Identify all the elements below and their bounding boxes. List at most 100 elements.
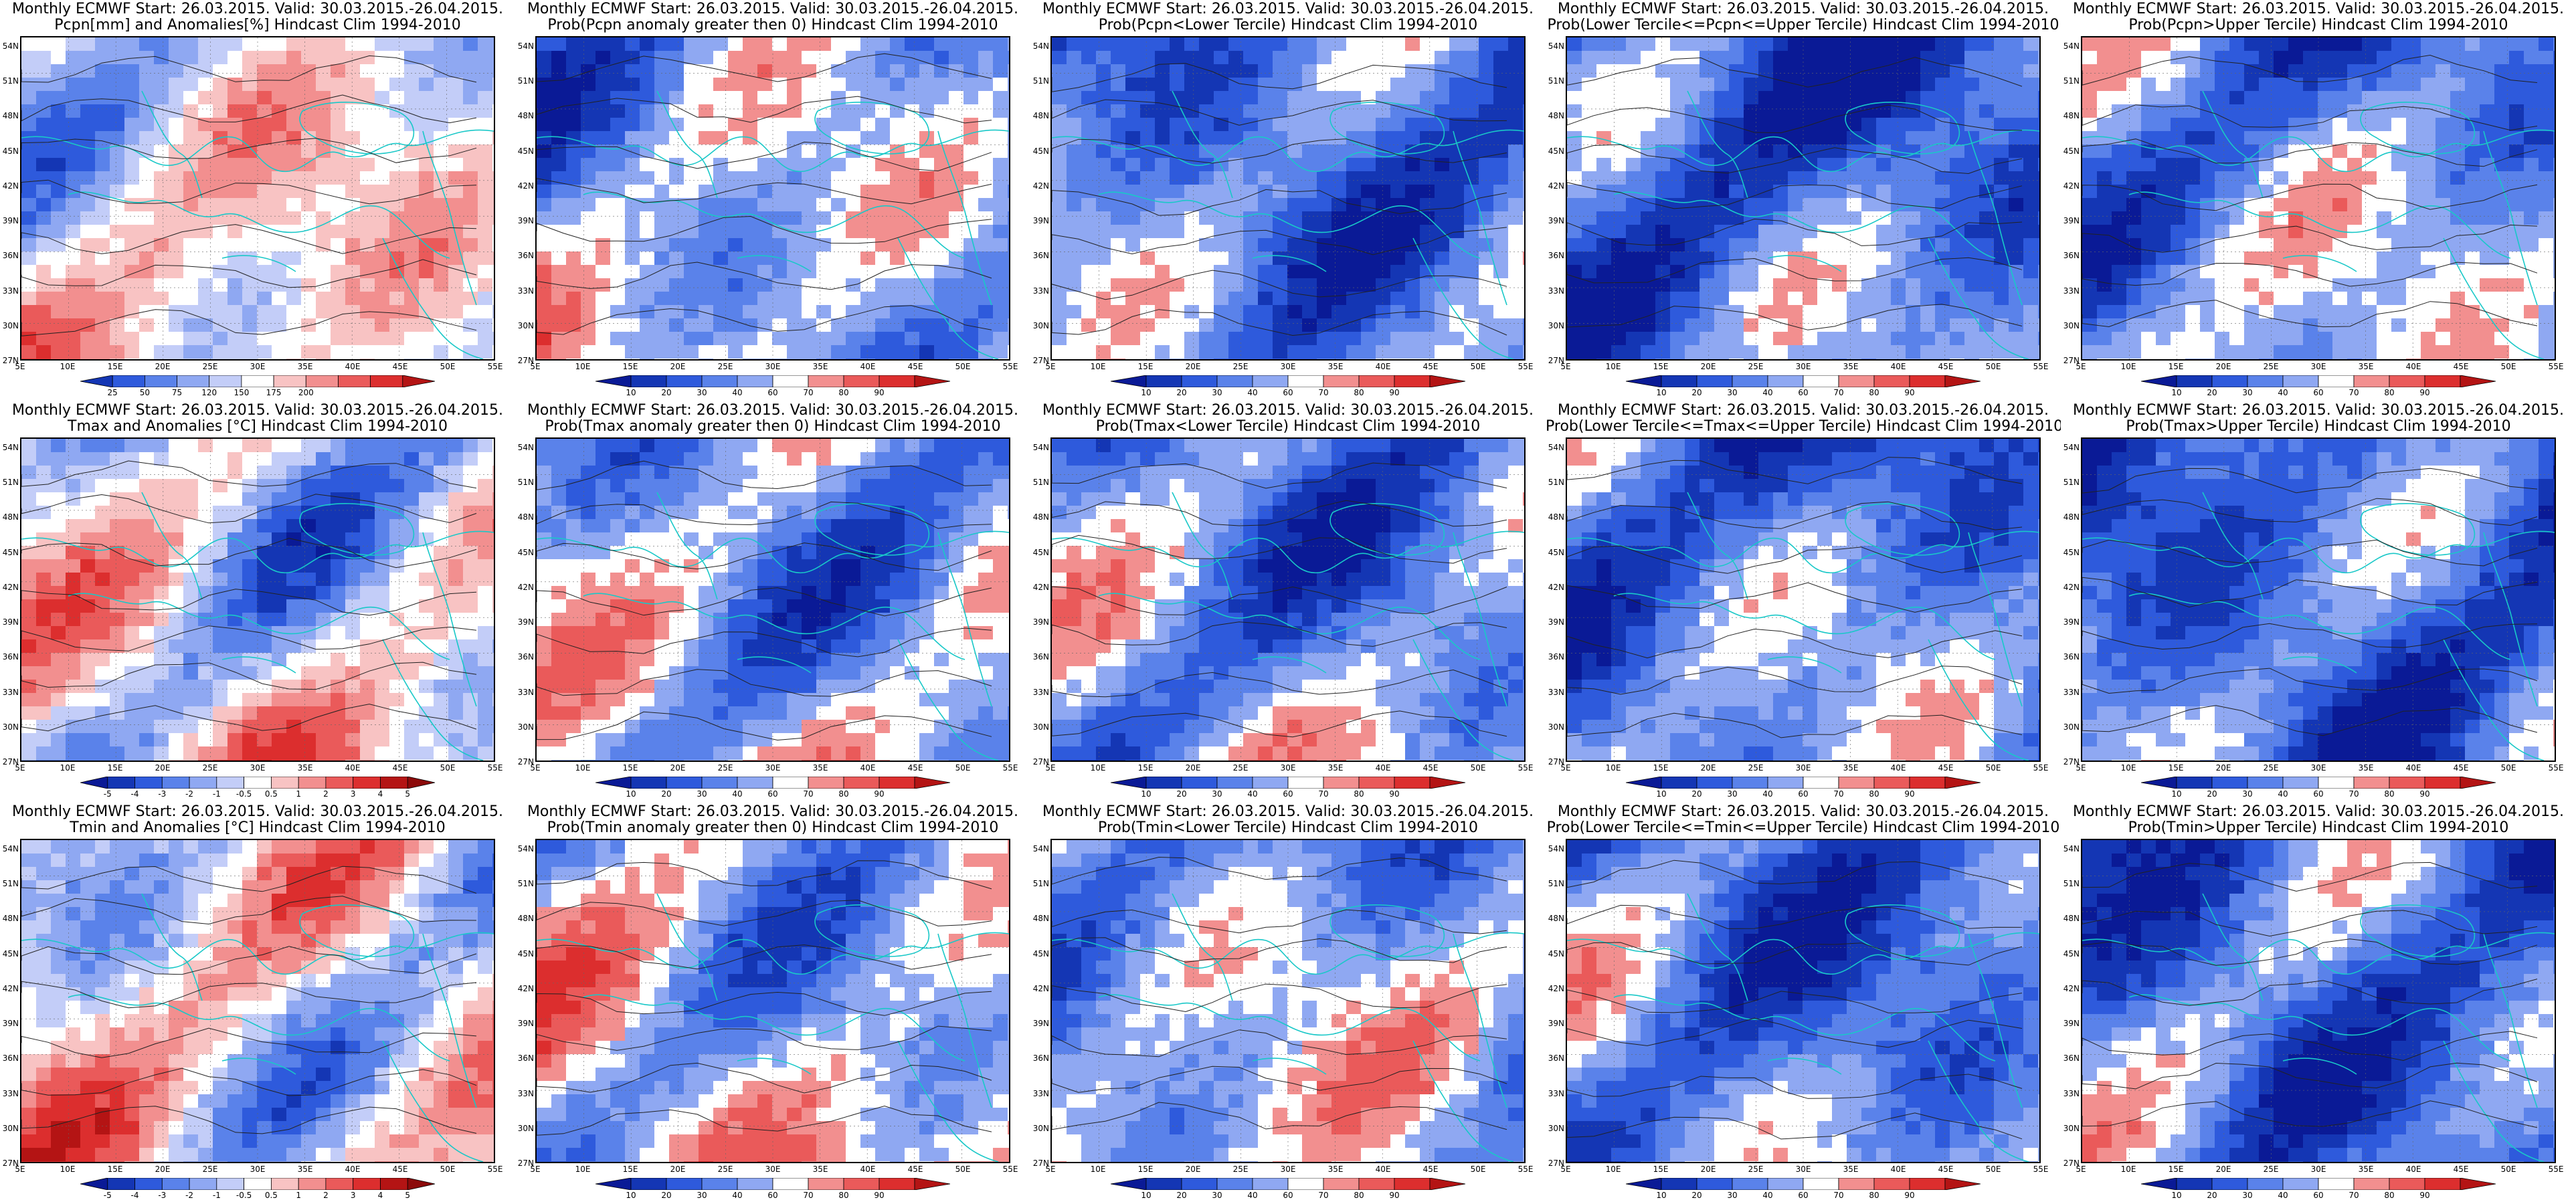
colorbar-label: 5 xyxy=(405,789,411,799)
latitude-label: 48N xyxy=(2063,512,2080,522)
latitude-label: 45N xyxy=(2,948,19,959)
colorbar-label: 10 xyxy=(626,1191,636,1200)
latitude-label: 51N xyxy=(2063,879,2080,889)
colorbar-label: 20 xyxy=(1691,789,1702,799)
latitude-label: 33N xyxy=(517,286,534,296)
longitude-label: 20E xyxy=(155,362,171,371)
longitude-label: 50E xyxy=(1985,763,2001,773)
longitude-label: 10E xyxy=(2120,763,2136,773)
latitude-label: 30N xyxy=(2063,320,2080,330)
colorbar-label: 80 xyxy=(2384,388,2395,397)
colorbar xyxy=(595,1178,950,1190)
map-area xyxy=(20,36,495,361)
latitude-label: 42N xyxy=(2,582,19,592)
longitude-label: 30E xyxy=(2310,362,2326,371)
latitude-label: 33N xyxy=(2063,1088,2080,1098)
colorbar-label: 3 xyxy=(350,1191,356,1200)
longitude-label: 15E xyxy=(2168,763,2184,773)
panel-title-line1: Monthly ECMWF Start: 26.03.2015. Valid: … xyxy=(527,1,1019,17)
latitude-label: 39N xyxy=(1548,617,1564,627)
longitude-label: 50E xyxy=(1470,763,1486,773)
colorbar-label: 60 xyxy=(1283,789,1293,799)
colorbar-label: 80 xyxy=(838,388,849,397)
latitude-label: 48N xyxy=(1548,914,1564,924)
colorbar xyxy=(1626,375,1981,387)
latitude-label: 27N xyxy=(1032,757,1049,767)
latitude-label: 48N xyxy=(2063,111,2080,121)
panel-title-line1: Monthly ECMWF Start: 26.03.2015. Valid: … xyxy=(2072,1,2565,17)
latitude-label: 36N xyxy=(2,652,19,662)
map-panel-9: Monthly ECMWF Start: 26.03.2015. Valid: … xyxy=(1546,401,2061,803)
map-area xyxy=(1566,36,2041,361)
latitude-label: 33N xyxy=(2,687,19,697)
map-panel-7: Monthly ECMWF Start: 26.03.2015. Valid: … xyxy=(515,401,1030,803)
longitude-label: 55E xyxy=(2548,362,2564,371)
colorbar-label: 60 xyxy=(1798,789,1809,799)
longitude-label: 55E xyxy=(487,362,503,371)
longitude-label: 10E xyxy=(60,1165,76,1174)
anomaly-field-map xyxy=(537,37,1009,359)
colorbar-label: 200 xyxy=(298,388,314,397)
panel-title-line1: Monthly ECMWF Start: 26.03.2015. Valid: … xyxy=(1557,804,2049,820)
colorbar-label: 90 xyxy=(2419,789,2430,799)
longitude-label: 25E xyxy=(1748,763,1764,773)
longitude-label: 35E xyxy=(297,763,313,773)
colorbar-label: 60 xyxy=(1283,1191,1293,1200)
colorbar-label: 10 xyxy=(1656,789,1667,799)
map-panel-13: Monthly ECMWF Start: 26.03.2015. Valid: … xyxy=(1030,803,1546,1204)
map-area xyxy=(20,437,495,762)
panel-title-line1: Monthly ECMWF Start: 26.03.2015. Valid: … xyxy=(1557,403,2049,419)
colorbar-label: 10 xyxy=(2171,789,2182,799)
latitude-label: 39N xyxy=(517,617,534,627)
latitude-label: 30N xyxy=(2063,1123,2080,1133)
longitude-label: 20E xyxy=(670,763,686,773)
anomaly-field-map xyxy=(21,439,494,761)
colorbar-label: -4 xyxy=(130,789,139,799)
longitude-label: 40E xyxy=(345,763,361,773)
latitude-label: 45N xyxy=(1032,948,1049,959)
colorbar-label: 70 xyxy=(803,388,814,397)
longitude-label: 5E xyxy=(2076,763,2086,773)
map-panel-2: Monthly ECMWF Start: 26.03.2015. Valid: … xyxy=(515,0,1030,401)
map-area xyxy=(1050,839,1526,1163)
longitude-label: 50E xyxy=(1985,362,2001,371)
map-panel-6: Monthly ECMWF Start: 26.03.2015. Valid: … xyxy=(0,401,515,803)
longitude-label: 25E xyxy=(1748,362,1764,371)
longitude-label: 10E xyxy=(575,1165,591,1174)
longitude-label: 50E xyxy=(1470,1165,1486,1174)
longitude-label: 15E xyxy=(107,1165,123,1174)
colorbar-label: 30 xyxy=(2242,388,2253,397)
longitude-label: 50E xyxy=(1985,1165,2001,1174)
longitude-label: 35E xyxy=(812,362,828,371)
longitude-label: 25E xyxy=(1232,362,1249,371)
latitude-label: 48N xyxy=(1032,111,1049,121)
colorbar-label: 90 xyxy=(874,1191,885,1200)
colorbar-label: 60 xyxy=(1283,388,1293,397)
latitude-label: 45N xyxy=(517,547,534,557)
longitude-label: 10E xyxy=(1090,1165,1106,1174)
colorbar-label: -0.5 xyxy=(236,789,252,799)
latitude-label: 33N xyxy=(517,1088,534,1098)
longitude-label: 55E xyxy=(2548,763,2564,773)
longitude-label: 5E xyxy=(15,763,25,773)
longitude-label: 25E xyxy=(717,362,733,371)
latitude-label: 33N xyxy=(1032,286,1049,296)
map-area xyxy=(535,839,1010,1163)
longitude-label: 30E xyxy=(1795,763,1811,773)
colorbar-label: 40 xyxy=(2278,1191,2288,1200)
latitude-label: 54N xyxy=(1032,443,1049,452)
colorbar-label: 30 xyxy=(1212,388,1222,397)
colorbar-label: -2 xyxy=(185,1191,194,1200)
longitude-label: 55E xyxy=(1002,1165,1018,1174)
colorbar-label: 60 xyxy=(1798,388,1809,397)
longitude-label: 25E xyxy=(2263,362,2279,371)
longitude-label: 15E xyxy=(2168,362,2184,371)
longitude-label: 30E xyxy=(2310,763,2326,773)
longitude-label: 5E xyxy=(1560,763,1571,773)
colorbar-label: 70 xyxy=(2349,789,2359,799)
colorbar-label: 40 xyxy=(2278,388,2288,397)
latitude-label: 27N xyxy=(2,1159,19,1168)
latitude-label: 27N xyxy=(2,356,19,365)
longitude-label: 5E xyxy=(530,763,541,773)
longitude-label: 40E xyxy=(2405,362,2421,371)
